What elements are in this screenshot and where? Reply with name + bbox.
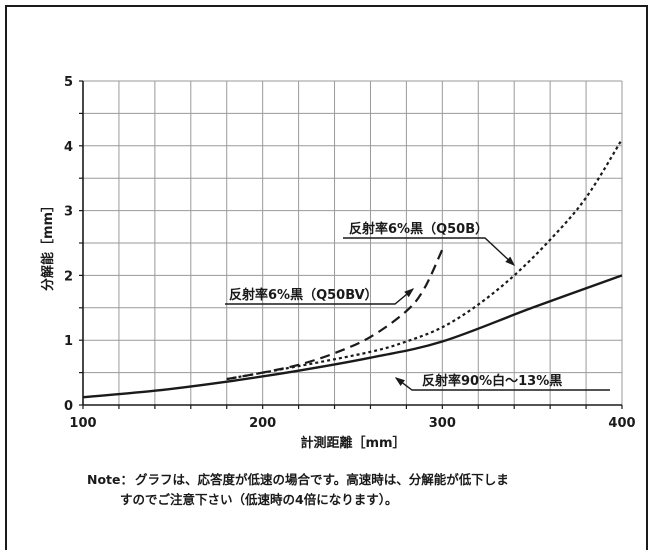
y-tick-label: 5 (64, 75, 73, 90)
figure-frame (5, 5, 648, 550)
leader-q50b (343, 237, 515, 266)
leader-q50bv-arrow (404, 288, 415, 298)
y-tick-label: 3 (64, 205, 73, 220)
annotation-white: 反射率90%白～13%黒 (422, 373, 562, 389)
note: Note： グラフは、応答度が低速の場合です。高速時は、分解能が低下しま すのでご… (87, 470, 647, 510)
y-tick-label: 2 (64, 269, 73, 284)
y-tick-label: 1 (64, 334, 73, 349)
x-tick-label: 300 (429, 416, 456, 431)
y-tick-label: 0 (64, 399, 73, 414)
annotation-leaders (225, 237, 610, 391)
leader-white-arrow (394, 377, 405, 386)
series-lines (82, 138, 623, 399)
x-tick-label: 400 (608, 416, 635, 431)
note-line-2: すのでご注意下さい（低速時の4倍になります）。 (120, 492, 398, 507)
annotation-q50bv: 反射率6%黒（Q50BV） (229, 287, 378, 303)
tick-labels: 100 200 300 400 0 1 2 3 4 5 (64, 75, 636, 431)
y-axis-label: 分解能［mm］ (40, 199, 56, 291)
annotation-q50b: 反射率6%黒（Q50B） (349, 221, 488, 237)
series-line-0 (82, 274, 623, 399)
series-line-1 (226, 138, 623, 381)
leader-q50b-arrow (505, 256, 516, 266)
x-tick-label: 100 (69, 416, 96, 431)
x-tick-label: 200 (249, 416, 276, 431)
y-tick-label: 4 (64, 140, 73, 155)
x-axis-label: 計測距離［mm］ (300, 435, 405, 451)
note-prefix: Note： (87, 472, 134, 487)
series-line-2 (226, 249, 444, 381)
axes (79, 80, 623, 409)
note-line-1: グラフは、応答度が低速の場合です。高速時は、分解能が低下しま (135, 472, 509, 487)
